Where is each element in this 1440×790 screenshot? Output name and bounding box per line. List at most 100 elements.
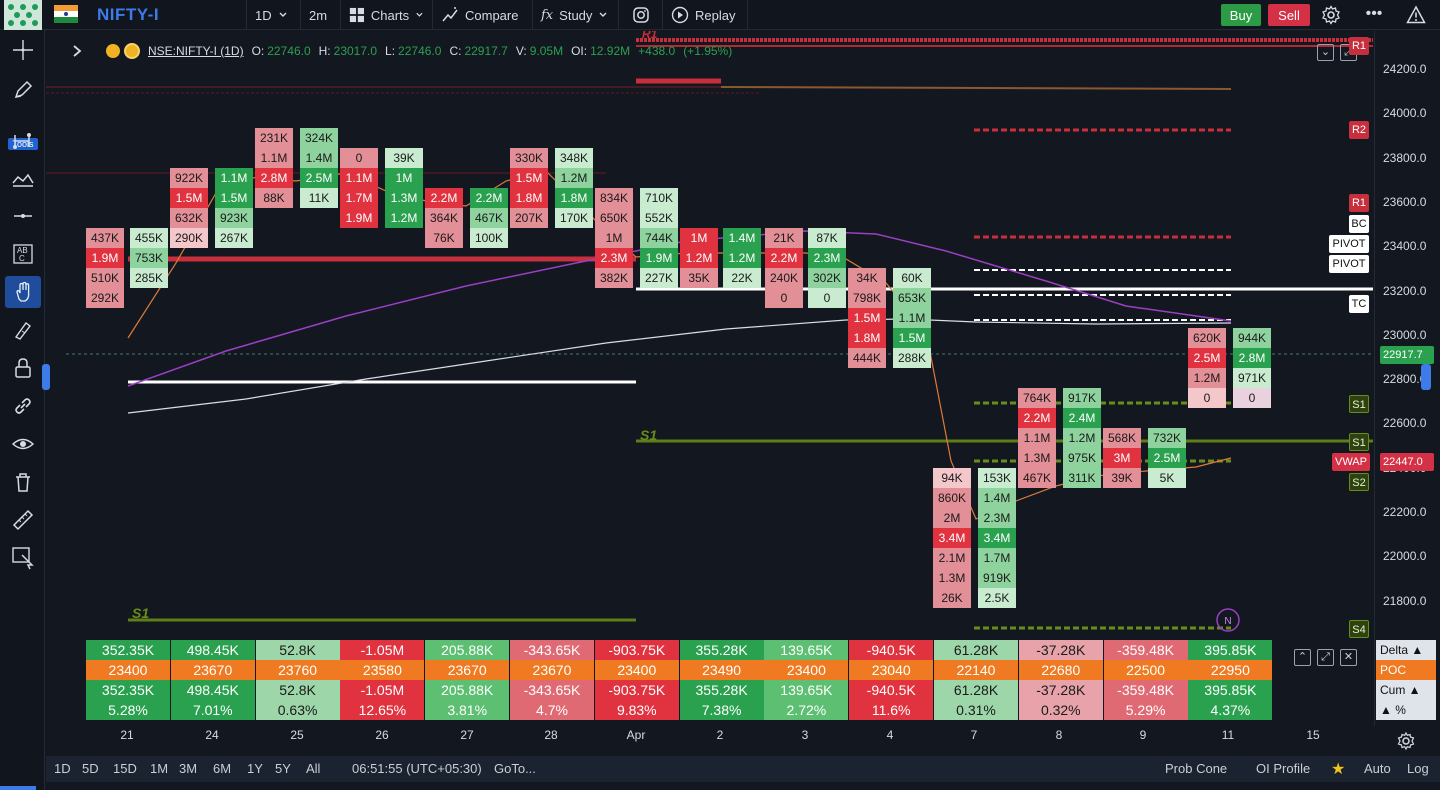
footprint-cell[interactable]: 382K	[595, 268, 633, 288]
link-icon[interactable]	[5, 390, 41, 422]
price-axis-scroll-handle[interactable]	[1421, 364, 1431, 390]
collapse-panel-icon[interactable]: ⌄	[1317, 44, 1334, 61]
eye-visibility-icon[interactable]	[5, 428, 41, 460]
footprint-cell[interactable]: 1.2M	[1188, 368, 1226, 388]
range-button[interactable]: 1D	[54, 761, 71, 776]
footprint-cell[interactable]: 1M	[385, 168, 423, 188]
footprint-cell[interactable]: 153K	[978, 468, 1016, 488]
footprint-cell[interactable]: 444K	[848, 348, 886, 368]
footprint-cell[interactable]: 26K	[933, 588, 971, 608]
footprint-cell[interactable]: 3.4M	[933, 528, 971, 548]
study-menu-button[interactable]: fx Study	[532, 0, 618, 30]
footprint-cell[interactable]: 207K	[510, 208, 548, 228]
footprint-cell[interactable]: 1.9M	[340, 208, 378, 228]
footprint-cell[interactable]: 2M	[933, 508, 971, 528]
footprint-cell[interactable]: 2.2M	[765, 248, 803, 268]
footprint-cell[interactable]: 1.5M	[510, 168, 548, 188]
range-button[interactable]: 6M	[213, 761, 232, 776]
trendline-tool-icon[interactable]	[5, 124, 41, 156]
footprint-cell[interactable]: 1.3M	[1018, 448, 1056, 468]
main-chart-canvas[interactable]: S1 S1 R1 N	[46, 31, 1373, 637]
range-button[interactable]: 1M	[150, 761, 169, 776]
footprint-cell[interactable]: 311K	[1063, 468, 1101, 488]
footprint-cell[interactable]: 632K	[170, 208, 208, 228]
more-options-icon[interactable]: •••	[1365, 5, 1383, 22]
text-tool-icon[interactable]: AB C	[5, 238, 41, 270]
footprint-cell[interactable]: 2.3M	[978, 508, 1016, 528]
news-marker[interactable]	[1216, 608, 1240, 632]
footprint-cell[interactable]: 11K	[300, 188, 338, 208]
footprint-cell[interactable]: 2.5K	[978, 588, 1016, 608]
footprint-cell[interactable]: 35K	[680, 268, 718, 288]
footprint-cell[interactable]: 1.2M	[385, 208, 423, 228]
footprint-cell[interactable]: 1.1M	[255, 148, 293, 168]
footprint-cell[interactable]: 0	[765, 288, 803, 308]
alert-warning-icon[interactable]	[1406, 5, 1426, 25]
footprint-cell[interactable]: 0	[1233, 388, 1271, 408]
footprint-cell[interactable]: 764K	[1018, 388, 1056, 408]
footprint-cell[interactable]: 1.4M	[300, 148, 338, 168]
footprint-cell[interactable]: 2.5M	[300, 168, 338, 188]
brush-tool-icon[interactable]	[5, 314, 41, 346]
footprint-cell[interactable]: 1M	[680, 228, 718, 248]
footprint-cell[interactable]: 34K	[848, 268, 886, 288]
footprint-cell[interactable]: 1.1M	[340, 168, 378, 188]
footprint-cell[interactable]: 1.8M	[848, 328, 886, 348]
footprint-cell[interactable]: 922K	[170, 168, 208, 188]
footprint-cell[interactable]: 1.3M	[933, 568, 971, 588]
footprint-cell[interactable]: 744K	[640, 228, 678, 248]
footprint-cell[interactable]: 1.1M	[893, 308, 931, 328]
footprint-cell[interactable]: 2.8M	[1233, 348, 1271, 368]
symbol-title[interactable]: NIFTY-I	[97, 5, 160, 24]
goto-button[interactable]: GoTo...	[494, 761, 536, 776]
footprint-cell[interactable]: 753K	[130, 248, 168, 268]
footprint-cell[interactable]: 87K	[808, 228, 846, 248]
range-button[interactable]: 3M	[179, 761, 198, 776]
footprint-cell[interactable]: 834K	[595, 188, 633, 208]
footprint-cell[interactable]: 1.1M	[215, 168, 253, 188]
footprint-cell[interactable]: 60K	[893, 268, 931, 288]
prob-cone-button[interactable]: Prob Cone	[1165, 761, 1228, 776]
charts-menu-button[interactable]: Charts	[340, 0, 432, 30]
footprint-cell[interactable]: 653K	[893, 288, 931, 308]
axis-settings-gear-icon[interactable]	[1396, 731, 1416, 751]
footprint-cell[interactable]: 330K	[510, 148, 548, 168]
range-button[interactable]: 1Y	[247, 761, 263, 776]
footprint-cell[interactable]: 2.5M	[1148, 448, 1186, 468]
stats-label-poc[interactable]: POC	[1376, 660, 1436, 680]
range-button[interactable]: 5Y	[275, 761, 291, 776]
footprint-cell[interactable]: 1.8M	[555, 188, 593, 208]
horizontal-line-tool-icon[interactable]	[5, 200, 41, 232]
footprint-cell[interactable]: 324K	[300, 128, 338, 148]
footprint-cell[interactable]: 88K	[255, 188, 293, 208]
footprint-cell[interactable]: 76K	[425, 228, 463, 248]
footprint-cell[interactable]: 1.3M	[385, 188, 423, 208]
footprint-cell[interactable]: 552K	[640, 208, 678, 228]
footprint-cell[interactable]: 1.5M	[170, 188, 208, 208]
footprint-cell[interactable]: 710K	[640, 188, 678, 208]
footprint-cell[interactable]: 923K	[215, 208, 253, 228]
footprint-cell[interactable]: 285K	[130, 268, 168, 288]
footprint-cell[interactable]: 0	[808, 288, 846, 308]
footprint-cell[interactable]: 302K	[808, 268, 846, 288]
footprint-cell[interactable]: 39K	[385, 148, 423, 168]
footprint-cell[interactable]: 3M	[1103, 448, 1141, 468]
footprint-cell[interactable]: 620K	[1188, 328, 1226, 348]
footprint-cell[interactable]: 437K	[86, 228, 124, 248]
footprint-cell[interactable]: 1.2M	[680, 248, 718, 268]
footprint-cell[interactable]: 1.7M	[978, 548, 1016, 568]
footprint-cell[interactable]: 1.2M	[1063, 428, 1101, 448]
pattern-tool-icon[interactable]	[5, 162, 41, 194]
footprint-cell[interactable]: 467K	[470, 208, 508, 228]
footprint-cell[interactable]: 1.2M	[723, 248, 761, 268]
interval-selector[interactable]: 1D	[246, 0, 300, 30]
trash-icon[interactable]	[5, 466, 41, 498]
favorite-star-icon[interactable]: ★	[1331, 761, 1346, 778]
sell-button[interactable]: Sell	[1268, 4, 1310, 26]
footprint-cell[interactable]: 21K	[765, 228, 803, 248]
footprint-cell[interactable]: 1.9M	[86, 248, 124, 268]
footprint-cell[interactable]: 288K	[893, 348, 931, 368]
buy-button[interactable]: Buy	[1221, 4, 1261, 26]
panel-maximize-icon[interactable]: ⤢	[1317, 649, 1334, 666]
footprint-cell[interactable]: 348K	[555, 148, 593, 168]
